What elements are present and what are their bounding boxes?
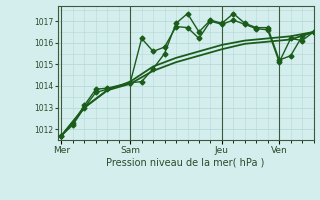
- X-axis label: Pression niveau de la mer( hPa ): Pression niveau de la mer( hPa ): [107, 157, 265, 167]
